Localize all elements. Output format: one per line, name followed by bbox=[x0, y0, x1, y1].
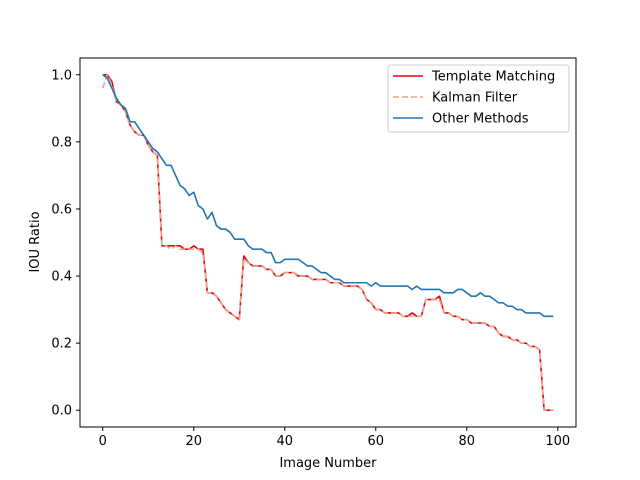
y-tick-label: 1.0 bbox=[51, 68, 72, 83]
legend-label: Kalman Filter bbox=[432, 91, 518, 106]
legend-label: Template Matching bbox=[431, 70, 555, 85]
y-axis-ticks: 0.0 0.2 0.4 0.6 0.8 1.0 bbox=[51, 68, 80, 419]
x-tick-label: 100 bbox=[545, 434, 570, 449]
series-line-other-methods bbox=[102, 74, 554, 318]
legend-label: Other Methods bbox=[432, 112, 529, 127]
x-tick-label: 80 bbox=[459, 434, 476, 449]
x-tick-label: 20 bbox=[185, 434, 202, 449]
legend-box bbox=[387, 64, 570, 133]
plot-frame bbox=[79, 57, 577, 428]
y-tick-label: 0.2 bbox=[51, 337, 72, 352]
legend: Template Matching Kalman Filter Other Meth… bbox=[387, 64, 570, 133]
y-tick-label: 0.4 bbox=[51, 270, 72, 285]
y-tick-label: 0.8 bbox=[51, 135, 72, 150]
x-axis-ticks: 0 20 40 60 80 100 bbox=[99, 427, 570, 449]
x-axis-label: Image Number bbox=[279, 456, 377, 471]
y-axis-label: IOU Ratio bbox=[28, 211, 43, 272]
x-tick-label: 0 bbox=[99, 434, 107, 449]
x-tick-label: 40 bbox=[276, 434, 293, 449]
series-line-kalman-filter bbox=[101, 73, 554, 412]
plot-lines bbox=[101, 73, 554, 412]
y-tick-label: 0.6 bbox=[51, 202, 72, 217]
y-tick-label: 0.0 bbox=[51, 404, 72, 419]
x-tick-label: 60 bbox=[368, 434, 385, 449]
